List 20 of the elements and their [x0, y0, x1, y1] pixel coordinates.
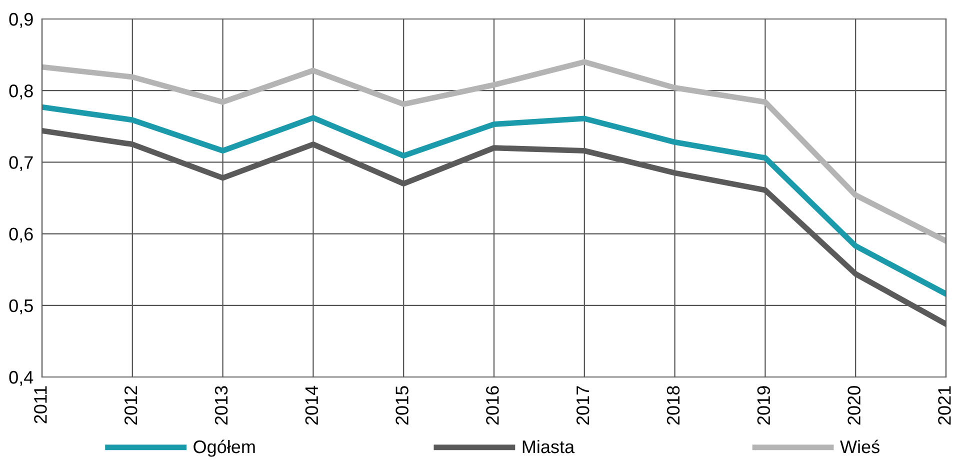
y-tick-label: 0,7 — [9, 156, 33, 172]
y-tick-label: 0,9 — [9, 12, 33, 28]
x-tick-label: 2015 — [396, 386, 408, 425]
x-tick-label: 2018 — [666, 386, 680, 425]
x-tick-label: 2020 — [848, 386, 860, 425]
x-tick-label: 2019 — [757, 386, 770, 425]
x-tick-label: 2021 — [938, 386, 951, 425]
x-tick-label: 2017 — [576, 386, 590, 425]
x-tick-label: 2011 — [34, 386, 47, 424]
x-tick-label: 2014 — [305, 386, 318, 425]
y-tick-label: 0,5 — [9, 299, 33, 314]
x-tick-label: 2013 — [214, 386, 228, 425]
legend-label: Miasta — [522, 440, 575, 454]
legend-label: Ogółem — [194, 440, 255, 457]
x-tick-label: 2016 — [486, 386, 499, 425]
legend-label: Wieś — [840, 440, 880, 454]
x-tick-label: 2012 — [124, 386, 138, 425]
y-tick-label: 0,6 — [9, 228, 33, 243]
y-tick-label: 0,8 — [9, 84, 33, 100]
y-tick-label: 0,4 — [9, 370, 34, 386]
